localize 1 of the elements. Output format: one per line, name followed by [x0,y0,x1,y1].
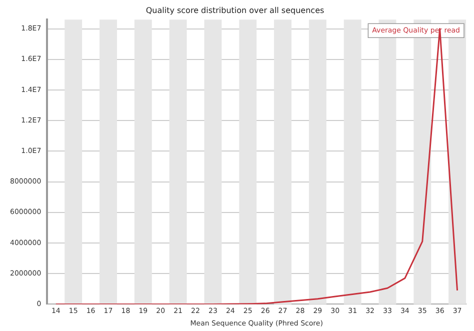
chart-title: Quality score distribution over all sequences [146,6,324,15]
